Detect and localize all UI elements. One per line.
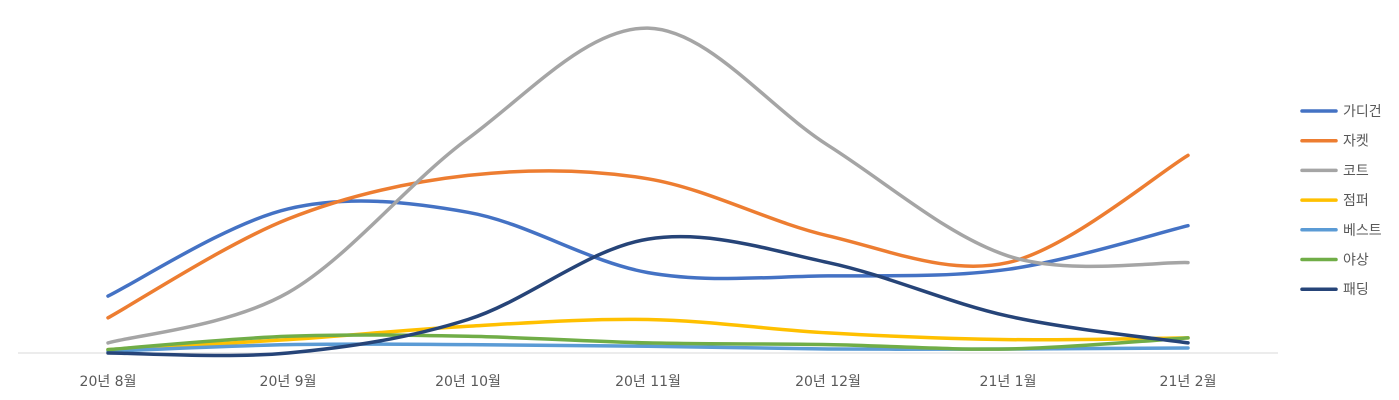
series-layer	[106, 26, 1190, 358]
x-tick-label: 20년 12월	[795, 374, 861, 390]
legend-label: 점퍼	[1343, 193, 1369, 209]
legend-item: 야상	[1300, 253, 1369, 269]
legend-label: 패딩	[1343, 282, 1369, 298]
series-4-line	[106, 317, 1190, 352]
series-6-line	[106, 333, 1190, 352]
legend-item: 점퍼	[1300, 193, 1369, 209]
x-tick-label: 20년 11월	[615, 374, 681, 390]
series-2-line	[106, 153, 1190, 320]
legend-label: 자켓	[1343, 134, 1369, 150]
series-7-line	[106, 234, 1190, 358]
legend-item: 베스트	[1300, 223, 1382, 239]
legend-label: 야상	[1343, 253, 1369, 269]
legend-label: 코트	[1343, 163, 1369, 179]
legend-label: 베스트	[1343, 223, 1382, 239]
x-tick-label: 21년 1월	[980, 374, 1037, 390]
legend-label: 가디건	[1343, 104, 1382, 120]
x-tick-label: 21년 2월	[1160, 374, 1217, 390]
series-3-line	[106, 26, 1190, 345]
legend-item: 자켓	[1300, 134, 1369, 150]
x-tick-label: 20년 8월	[80, 374, 137, 390]
legend-item: 코트	[1300, 163, 1369, 179]
series-1-line	[106, 199, 1190, 298]
legend-item: 패딩	[1300, 282, 1369, 298]
x-tick-label: 20년 9월	[260, 374, 317, 390]
x-tick-label: 20년 10월	[435, 374, 501, 390]
x-tick-labels: 20년 8월 20년 9월 20년 10월 20년 11월 20년 12월 21년 1월 2…	[80, 374, 1217, 390]
legend-item: 가디건	[1300, 104, 1382, 120]
